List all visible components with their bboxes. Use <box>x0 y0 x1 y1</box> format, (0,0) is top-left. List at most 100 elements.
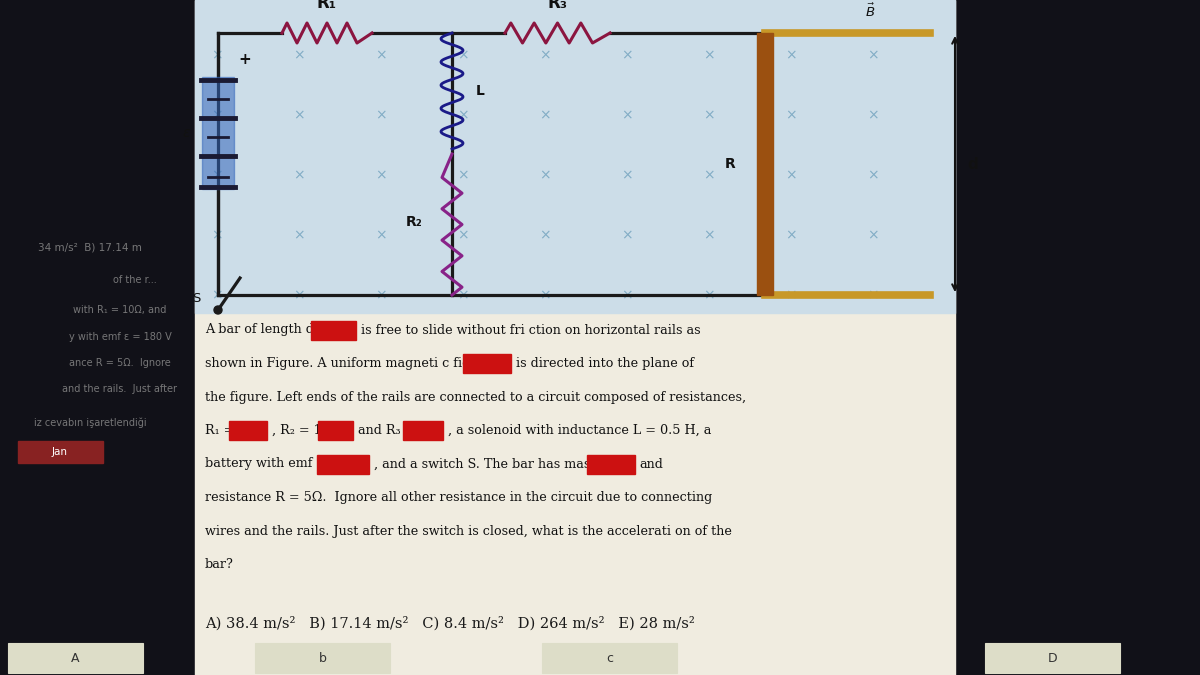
Text: ×: × <box>293 288 305 302</box>
Bar <box>202 77 234 189</box>
Text: wires and the rails. Just after the switch is closed, what is the accelerati on : wires and the rails. Just after the swit… <box>205 524 732 537</box>
Text: R₁: R₁ <box>317 0 337 12</box>
Bar <box>318 421 353 440</box>
Text: is directed into the plane of: is directed into the plane of <box>516 357 694 370</box>
Bar <box>587 454 635 473</box>
Text: and the rails.  Just after: and the rails. Just after <box>62 384 178 394</box>
Text: the figure. Left ends of the rails are connected to a circuit composed of resist: the figure. Left ends of the rails are c… <box>205 391 746 404</box>
Text: and: and <box>640 458 664 470</box>
Text: A) 38.4 m/s²   B) 17.14 m/s²   C) 8.4 m/s²   D) 264 m/s²   E) 28 m/s²: A) 38.4 m/s² B) 17.14 m/s² C) 8.4 m/s² D… <box>205 616 695 630</box>
Text: ×: × <box>457 288 469 302</box>
Text: ×: × <box>868 288 878 302</box>
Text: R: R <box>725 157 736 171</box>
Text: ×: × <box>868 168 878 182</box>
Bar <box>312 321 356 340</box>
Text: of the r...: of the r... <box>113 275 157 285</box>
Text: b: b <box>318 651 326 664</box>
Text: +: + <box>239 53 251 68</box>
Bar <box>194 0 955 313</box>
Text: ×: × <box>868 108 878 122</box>
Text: A: A <box>71 651 79 664</box>
Text: ×: × <box>457 168 469 182</box>
Text: resistance R = 5Ω.  Ignore all other resistance in the circuit due to connecting: resistance R = 5Ω. Ignore all other resi… <box>205 491 713 504</box>
Text: ×: × <box>457 48 469 62</box>
Text: ×: × <box>293 228 305 242</box>
Text: with R₁ = 10Ω, and: with R₁ = 10Ω, and <box>73 305 167 315</box>
Text: S: S <box>192 292 200 304</box>
Text: ε: ε <box>182 126 190 140</box>
Text: ×: × <box>539 48 551 62</box>
Text: iz cevabın işaretlendiği: iz cevabın işaretlendiği <box>34 418 146 428</box>
Text: ×: × <box>293 48 305 62</box>
Text: ×: × <box>293 108 305 122</box>
Bar <box>463 354 511 373</box>
Text: is free to slide without fri ction on horizontal rails as: is free to slide without fri ction on ho… <box>361 323 701 337</box>
Text: ×: × <box>211 108 223 122</box>
Text: D: D <box>1048 651 1057 664</box>
Text: , a solenoid with inductance L = 0.5 H, a: , a solenoid with inductance L = 0.5 H, … <box>448 424 712 437</box>
Text: ×: × <box>376 228 386 242</box>
Text: ×: × <box>785 108 797 122</box>
Text: Jan: Jan <box>64 448 80 458</box>
Text: R₁ =: R₁ = <box>205 424 234 437</box>
Text: $\vec{B}$: $\vec{B}$ <box>865 2 875 20</box>
Text: ×: × <box>703 288 715 302</box>
Text: ×: × <box>622 48 632 62</box>
Text: ×: × <box>211 48 223 62</box>
Text: ×: × <box>785 228 797 242</box>
Text: ×: × <box>785 288 797 302</box>
Text: ×: × <box>703 228 715 242</box>
Text: ×: × <box>457 228 469 242</box>
Text: ×: × <box>703 108 715 122</box>
Bar <box>985 643 1120 673</box>
Circle shape <box>214 306 222 314</box>
Text: shown in Figure. A uniform magneti c field B =: shown in Figure. A uniform magneti c fie… <box>205 357 510 370</box>
Text: ×: × <box>785 168 797 182</box>
Text: ×: × <box>293 168 305 182</box>
Bar <box>18 441 103 463</box>
Text: R₃: R₃ <box>547 0 568 12</box>
Text: 34 m/s²  B) 17.14 m: 34 m/s² B) 17.14 m <box>38 242 142 252</box>
Text: L: L <box>475 84 485 98</box>
Text: d: d <box>967 157 978 171</box>
Text: ×: × <box>539 288 551 302</box>
Bar <box>229 421 268 440</box>
Bar <box>757 33 773 295</box>
Text: ×: × <box>211 228 223 242</box>
Text: ×: × <box>211 168 223 182</box>
Text: ×: × <box>211 288 223 302</box>
Text: ance R = 5Ω.  Ignore: ance R = 5Ω. Ignore <box>70 358 170 368</box>
Text: ×: × <box>376 48 386 62</box>
Bar <box>8 643 143 673</box>
Bar <box>254 643 390 673</box>
Text: ×: × <box>703 168 715 182</box>
Text: ×: × <box>376 168 386 182</box>
Text: , R₂ = 1: , R₂ = 1 <box>272 424 322 437</box>
Text: battery with emf ε =: battery with emf ε = <box>205 458 338 470</box>
Text: ×: × <box>622 288 632 302</box>
Bar <box>955 0 1200 675</box>
Text: ×: × <box>622 168 632 182</box>
Text: ×: × <box>539 168 551 182</box>
Text: A bar of length d =: A bar of length d = <box>205 323 329 337</box>
Text: ×: × <box>622 108 632 122</box>
Text: ×: × <box>868 228 878 242</box>
Text: ×: × <box>376 288 386 302</box>
Text: ×: × <box>539 228 551 242</box>
Text: and R₃ =: and R₃ = <box>358 424 415 437</box>
Bar <box>317 454 370 473</box>
Text: ×: × <box>539 108 551 122</box>
Text: ×: × <box>376 108 386 122</box>
Text: ×: × <box>622 228 632 242</box>
Text: , and a switch S. The bar has mass m =: , and a switch S. The bar has mass m = <box>374 458 628 470</box>
Bar <box>403 421 443 440</box>
Text: ×: × <box>785 48 797 62</box>
Bar <box>194 0 955 675</box>
Text: ×: × <box>457 108 469 122</box>
Text: R₂: R₂ <box>406 215 422 229</box>
Text: ×: × <box>703 48 715 62</box>
Bar <box>0 0 194 675</box>
Bar <box>542 643 677 673</box>
Text: bar?: bar? <box>205 558 234 571</box>
Text: Jan: Jan <box>52 447 68 457</box>
